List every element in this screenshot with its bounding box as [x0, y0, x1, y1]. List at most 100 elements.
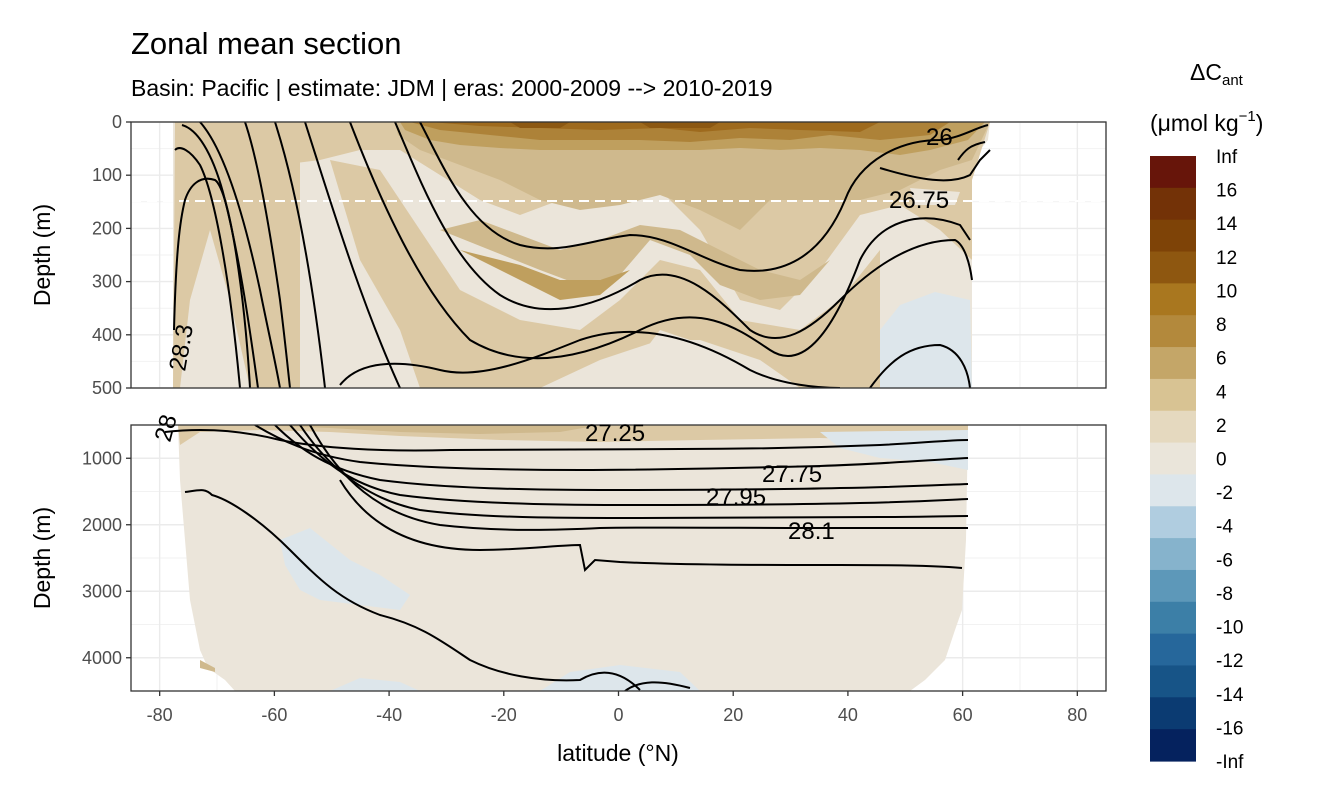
upper-filled-contours [173, 122, 990, 388]
lower-y-axis: 1000 2000 3000 4000 [82, 448, 131, 668]
x-tick-label: 40 [838, 705, 858, 725]
isopycnal-line [254, 425, 969, 472]
y-tick-label: 0 [112, 112, 122, 132]
legend-title: ΔCant [1190, 59, 1244, 89]
isopycnal-line [879, 149, 991, 182]
legend-color-swatch [1150, 315, 1196, 348]
upper-fill-6-8-patch [460, 250, 630, 300]
upper-fill-2-4-mid [330, 160, 880, 388]
isopycnal-line [274, 122, 326, 388]
legend-color-swatch [1150, 442, 1196, 476]
legend-break-label: 6 [1216, 349, 1227, 370]
legend-labels: Inf 16 14 12 10 8 6 4 2 0 -2 -4 -6 -8 -10 -12 -14 -16 -Inf [1216, 147, 1244, 773]
upper-isopycnals [173, 122, 991, 388]
isopycnal-line [339, 479, 963, 573]
legend-color-swatch [1150, 474, 1196, 507]
legend-break-label: -14 [1216, 685, 1244, 706]
legend-color-swatch [1150, 378, 1196, 412]
isopycnal-line [869, 343, 971, 388]
legend-color-swatch [1150, 410, 1196, 444]
y-tick-label: 1000 [82, 448, 122, 468]
x-tick-label: -20 [491, 705, 517, 725]
legend-break-label: -6 [1216, 550, 1233, 571]
legend-break-label: -4 [1216, 517, 1233, 538]
isopycnal-line [394, 122, 973, 340]
y-tick-label: 500 [92, 378, 122, 398]
upper-panel-border [130, 121, 1107, 389]
legend-color-swatch [1150, 347, 1196, 380]
lower-y-axis-title: Depth (m) [29, 507, 55, 609]
legend-break-label: -8 [1216, 584, 1233, 605]
isopycnal-line [299, 425, 969, 519]
isopycnal-line [274, 425, 969, 492]
legend-colorbar [1150, 156, 1196, 762]
legend-color-swatch [1150, 601, 1196, 635]
x-tick-label: 0 [613, 705, 623, 725]
chart-subtitle: Basin: Pacific | estimate: JDM | eras: 2… [131, 75, 773, 101]
contour-label-26: 26 [926, 124, 953, 151]
legend-break-label: -10 [1216, 618, 1243, 639]
isopycnal-line [244, 122, 291, 388]
x-tick-label: 80 [1067, 705, 1087, 725]
x-tick-label: -80 [147, 705, 173, 725]
legend: ΔCant (μmol kg−1) Inf 16 14 12 10 8 6 4 2 0 -2 -4 -6… [1150, 59, 1263, 773]
isopycnal-line [957, 141, 986, 161]
legend-break-label: -12 [1216, 651, 1243, 672]
y-tick-label: 300 [92, 272, 122, 292]
isopycnal-line [174, 147, 241, 388]
contour-label-27-95: 27.95 [706, 484, 766, 511]
upper-fill-neg [880, 292, 972, 388]
lower-fill-2-4-patch [200, 660, 215, 672]
legend-color-swatch [1150, 569, 1196, 603]
legend-break-label: 4 [1216, 382, 1227, 403]
legend-color-swatch [1150, 187, 1196, 221]
legend-break-label: 12 [1216, 248, 1237, 269]
lower-isopycnals [164, 425, 969, 691]
legend-color-swatch [1150, 219, 1196, 253]
x-tick-label: -40 [376, 705, 402, 725]
legend-color-swatch [1150, 283, 1196, 316]
legend-color-swatch [1150, 156, 1196, 189]
legend-break-label: -2 [1216, 483, 1233, 504]
y-tick-label: 2000 [82, 515, 122, 535]
isopycnal-line [184, 489, 641, 691]
legend-break-label: -Inf [1216, 752, 1244, 773]
isopycnal-line [309, 425, 968, 531]
legend-break-label: 10 [1216, 281, 1237, 302]
legend-break-label: 0 [1216, 450, 1227, 471]
legend-color-swatch [1150, 633, 1196, 667]
lower-fill-2-4 [178, 425, 968, 450]
contour-label-26-75: 26.75 [889, 187, 949, 214]
upper-fill-2-4-west [200, 122, 300, 388]
isopycnal-line [164, 429, 969, 452]
legend-break-label: 14 [1216, 214, 1238, 235]
lower-fill-4-6 [250, 425, 600, 434]
x-axis: -80 -60 -40 -20 0 20 40 60 80 [147, 691, 1087, 725]
isopycnal-line [624, 681, 691, 691]
x-tick-label: 60 [953, 705, 973, 725]
isopycnal-line [181, 124, 259, 388]
contour-label-27-75: 27.75 [762, 461, 822, 488]
isopycnal-line [419, 122, 989, 272]
legend-break-label: Inf [1216, 147, 1238, 168]
legend-unit: (μmol kg−1) [1150, 108, 1263, 136]
legend-break-label: 2 [1216, 416, 1227, 437]
upper-y-axis: 0 100 200 300 400 500 [92, 112, 131, 398]
upper-y-axis-title: Depth (m) [29, 204, 55, 306]
y-tick-label: 4000 [82, 648, 122, 668]
chart-title: Zonal mean section [131, 26, 402, 61]
legend-color-swatch [1150, 251, 1196, 284]
legend-color-swatch [1150, 538, 1196, 571]
contour-label-27-25: 27.25 [585, 420, 645, 447]
legend-color-swatch [1150, 729, 1196, 762]
upper-fill-12-14 [510, 122, 720, 128]
y-tick-label: 100 [92, 165, 122, 185]
legend-color-swatch [1150, 697, 1196, 730]
upper-fill-4-6-band [440, 220, 830, 300]
lower-fill-neg-bottom [330, 665, 700, 691]
legend-break-label: 8 [1216, 315, 1227, 336]
isopycnal-line [304, 122, 401, 388]
x-axis-title: latitude (°N) [557, 740, 679, 766]
